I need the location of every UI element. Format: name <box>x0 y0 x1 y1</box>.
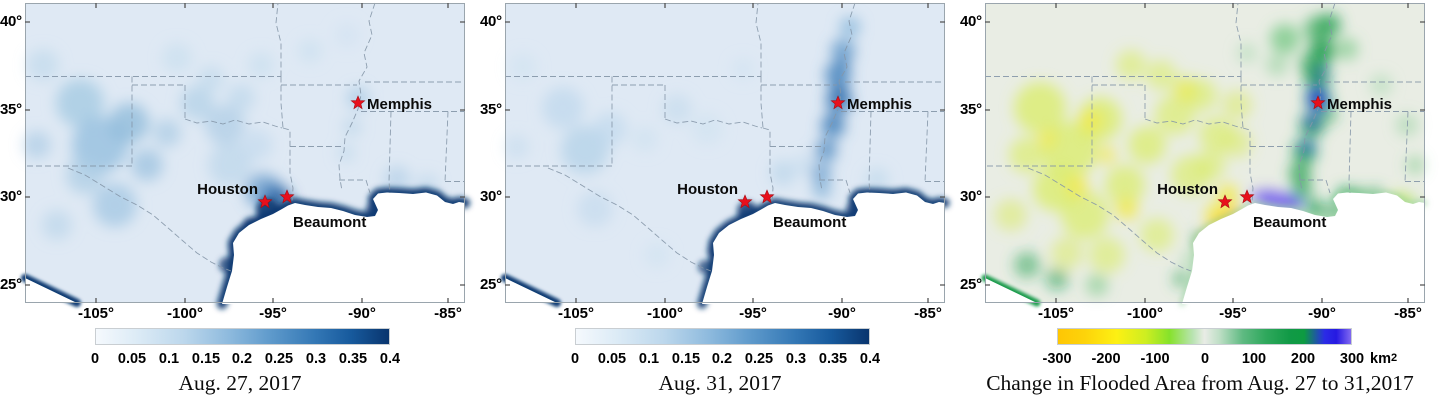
colorbar-tick: 0.2 <box>231 351 253 367</box>
colorbar-tick: 0.1 <box>638 351 660 367</box>
y-axis-label: 40° <box>960 13 982 30</box>
panel-caption: Change in Flooded Area from Aug. 27 to 3… <box>986 371 1414 395</box>
y-axis-label: 30° <box>0 188 22 205</box>
x-axis-label: -100° <box>646 305 684 322</box>
colorbar-tick: 0 <box>1200 351 1210 367</box>
x-axis-label: -100° <box>166 305 204 322</box>
change-blobs <box>995 13 1424 296</box>
x-axis-label: -95° <box>259 305 287 322</box>
x-axis-label: -95° <box>1219 305 1247 322</box>
colorbar-tick: 0.05 <box>117 351 147 367</box>
x-axis-label: -90° <box>348 305 376 322</box>
y-axis-label: 40° <box>0 13 22 30</box>
colorbar-tick: 0.15 <box>671 351 701 367</box>
x-axis-label: -90° <box>1308 305 1336 322</box>
y-axis-label: 35° <box>480 101 502 118</box>
y-axis-label: 35° <box>960 101 982 118</box>
map-aug27 <box>25 2 465 303</box>
colorbar-tick: -300 <box>1042 351 1072 367</box>
colorbar-tick: 200 <box>1290 351 1316 367</box>
map-frame <box>25 3 465 303</box>
x-axis-label: -85° <box>434 305 462 322</box>
panel-aug31: 40° 35° 30° 25° <box>480 0 960 406</box>
map-change <box>985 2 1425 303</box>
y-axis-label: 25° <box>0 276 22 293</box>
colorbar-change <box>1057 328 1352 345</box>
map-aug31 <box>505 2 945 303</box>
colorbar-tick: 0.35 <box>338 351 368 367</box>
colorbar-tick: -100 <box>1140 351 1170 367</box>
colorbar-unit: km2 <box>1370 351 1397 367</box>
panel-caption: Aug. 27, 2017 <box>178 371 302 395</box>
y-axis-label: 30° <box>960 188 982 205</box>
x-axis-label: -90° <box>828 305 856 322</box>
colorbar-tick: 0.25 <box>264 351 294 367</box>
flood-intensity-blobs <box>505 17 889 268</box>
colorbar-tick: 0.4 <box>379 351 401 367</box>
y-axis-label: 35° <box>0 101 22 118</box>
panel-caption: Aug. 31, 2017 <box>658 371 782 395</box>
y-axis-label: 25° <box>480 276 502 293</box>
colorbar-tick: 0.15 <box>191 351 221 367</box>
x-axis-label: -85° <box>1394 305 1422 322</box>
map-frame <box>985 3 1425 303</box>
colorbar-tick: 0.4 <box>859 351 881 367</box>
colorbar-tick: 0.35 <box>818 351 848 367</box>
y-axis-label: 25° <box>960 276 982 293</box>
y-axis-label: 40° <box>480 13 502 30</box>
colorbar-tick: 0.1 <box>158 351 180 367</box>
x-axis-label: -95° <box>739 305 767 322</box>
y-axis-label: 30° <box>480 188 502 205</box>
x-axis-label: -105° <box>77 305 115 322</box>
colorbar-tick: 0 <box>570 351 580 367</box>
x-axis-label: -105° <box>1037 305 1075 322</box>
colorbar-tick: 300 <box>1339 351 1365 367</box>
colorbar-tick: 0 <box>90 351 100 367</box>
map-frame <box>505 3 945 303</box>
panel-change: 40° 35° 30° 25° <box>960 0 1440 406</box>
panel-aug27: 40° 35° 30° 25° <box>0 0 480 406</box>
unit-base: km <box>1370 351 1391 367</box>
x-axis-label: -85° <box>914 305 942 322</box>
unit-exponent: 2 <box>1390 352 1398 364</box>
colorbar-tick: 0.3 <box>785 351 807 367</box>
colorbar-tick: -200 <box>1091 351 1121 367</box>
colorbar-tick: 0.3 <box>305 351 327 367</box>
x-axis-label: -100° <box>1126 305 1164 322</box>
colorbar-tick: 0.25 <box>744 351 774 367</box>
colorbar-tick: 0.05 <box>597 351 627 367</box>
colorbar-tick: 0.2 <box>711 351 733 367</box>
colorbar-tick: 100 <box>1241 351 1267 367</box>
colorbar-flooded-fraction <box>575 328 870 345</box>
colorbar-flooded-fraction <box>95 328 390 345</box>
x-axis-label: -105° <box>557 305 595 322</box>
